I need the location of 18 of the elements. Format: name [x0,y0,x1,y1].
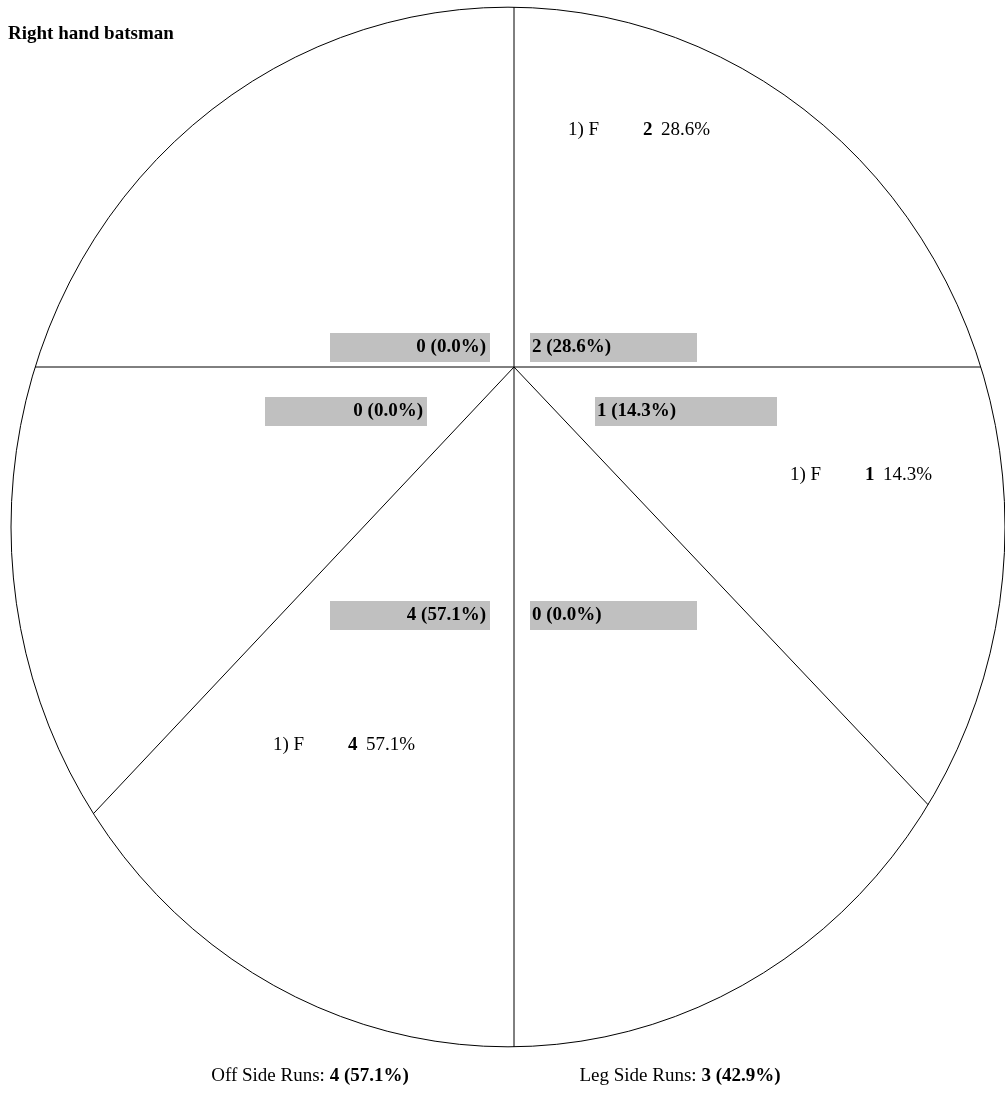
data-label: 1 [865,462,875,484]
text: 0 (0.0%) [416,334,486,357]
text: 0 (0.0%) [353,398,423,421]
text: 57.1% [366,732,416,754]
text: 28.6% [661,117,711,139]
text: 1) F [790,462,822,484]
text: 1) F [568,117,600,140]
text: 1 (14.3%) [597,398,677,421]
text: 1) F [273,732,305,754]
data-label: 2 [643,117,653,139]
text: Leg Side Runs: 3 (42.9%) [579,1063,781,1086]
text: Right hand batsman [8,21,175,43]
text: 0 (0.0%) [532,602,602,625]
text: Off Side Runs: 4 (57.1%) [211,1063,409,1086]
text: 4 (57.1%) [406,602,486,625]
text: 14.3% [883,462,933,484]
data-label: 4 [348,732,358,754]
text: 2 (28.6%) [532,334,612,357]
